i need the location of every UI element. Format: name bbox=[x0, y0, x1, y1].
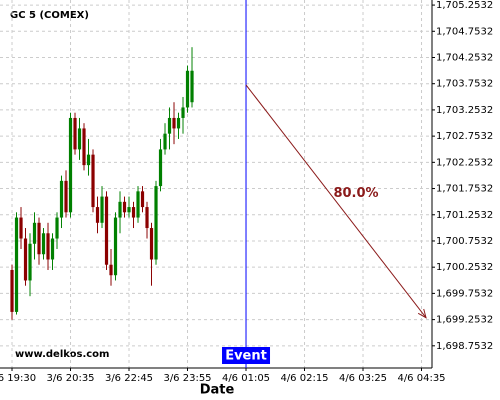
candle-body bbox=[167, 117, 172, 134]
x-tick-label: 4/6 02:15 bbox=[280, 373, 328, 384]
candle-body bbox=[154, 186, 158, 260]
y-tick-label: 1,704.2532 bbox=[436, 52, 493, 63]
candle-body bbox=[176, 117, 181, 129]
candle-body bbox=[86, 154, 91, 166]
x-tick-label: 3/6 23:55 bbox=[163, 373, 211, 384]
y-tick-label: 1,703.2532 bbox=[436, 105, 493, 116]
candle-body bbox=[127, 207, 131, 213]
y-tick-label: 1,702.7532 bbox=[436, 131, 493, 142]
candle-body bbox=[181, 107, 185, 118]
event-label: Event bbox=[225, 349, 267, 364]
y-tick-label: 1,700.7532 bbox=[436, 236, 493, 247]
y-tick-label: 1,701.2532 bbox=[436, 210, 493, 221]
candle-body bbox=[185, 70, 190, 108]
candle-body bbox=[136, 191, 140, 218]
candle-body bbox=[41, 233, 46, 255]
y-tick-label: 1,704.7532 bbox=[436, 26, 493, 37]
candle-body bbox=[100, 196, 104, 223]
x-tick-label: 4/6 03:25 bbox=[339, 373, 387, 384]
y-tick-label: 1,698.7532 bbox=[436, 341, 493, 352]
candle-body bbox=[37, 222, 41, 255]
candle-body bbox=[10, 269, 14, 312]
candle-body bbox=[77, 128, 82, 150]
candle-body bbox=[14, 217, 19, 312]
x-tick-label: 4/6 04:35 bbox=[397, 373, 445, 384]
y-tick-label: 1,699.2532 bbox=[436, 315, 493, 326]
candle-body bbox=[46, 233, 50, 260]
arrow-head bbox=[417, 308, 427, 319]
candle-body bbox=[23, 238, 28, 281]
candle-body bbox=[122, 201, 127, 213]
x-axis-label: Date bbox=[200, 383, 235, 398]
candle-body bbox=[95, 207, 100, 223]
projection-arrow bbox=[245, 84, 427, 318]
candle-body bbox=[68, 117, 73, 213]
candle-body bbox=[73, 117, 77, 150]
x-tick-label: 4/6 01:05 bbox=[222, 373, 270, 384]
x-tick-label: 3/6 22:45 bbox=[105, 373, 153, 384]
chart-title: GC 5 (COMEX) bbox=[10, 10, 89, 21]
candle-body bbox=[149, 228, 154, 260]
y-tick-label: 1,700.2532 bbox=[436, 262, 493, 273]
candle-body bbox=[131, 207, 136, 218]
candle-body bbox=[55, 217, 59, 239]
candle-body bbox=[145, 207, 149, 229]
candle-body bbox=[64, 180, 68, 213]
candle-body bbox=[118, 201, 122, 218]
x-tick-label: 3/6 19:30 bbox=[0, 373, 36, 384]
candle-body bbox=[59, 180, 64, 218]
y-tick-label: 1,699.7532 bbox=[436, 288, 493, 299]
candle-body bbox=[113, 217, 118, 276]
y-tick-label: 1,702.2532 bbox=[436, 157, 493, 168]
candle-body bbox=[82, 128, 86, 166]
candle-body bbox=[50, 238, 55, 260]
candle-body bbox=[190, 70, 194, 103]
candle-body bbox=[19, 217, 23, 239]
candle-body bbox=[104, 196, 109, 265]
candle-body bbox=[28, 243, 32, 281]
candle-body bbox=[163, 133, 167, 150]
y-tick-label: 1,701.7532 bbox=[436, 184, 493, 195]
candle-body bbox=[91, 154, 95, 208]
event-box bbox=[222, 347, 271, 364]
y-tick-label: 1,705.2532 bbox=[436, 0, 493, 11]
projection-label: 80.0% bbox=[333, 186, 378, 201]
candle-body bbox=[32, 222, 37, 244]
y-tick-label: 1,703.7532 bbox=[436, 79, 493, 90]
x-tick-label: 3/6 20:35 bbox=[46, 373, 94, 384]
candle-body bbox=[109, 264, 113, 276]
watermark: www.delkos.com bbox=[15, 349, 109, 360]
candle-body bbox=[140, 191, 145, 208]
candle-body bbox=[172, 117, 176, 129]
candle-body bbox=[158, 149, 163, 187]
